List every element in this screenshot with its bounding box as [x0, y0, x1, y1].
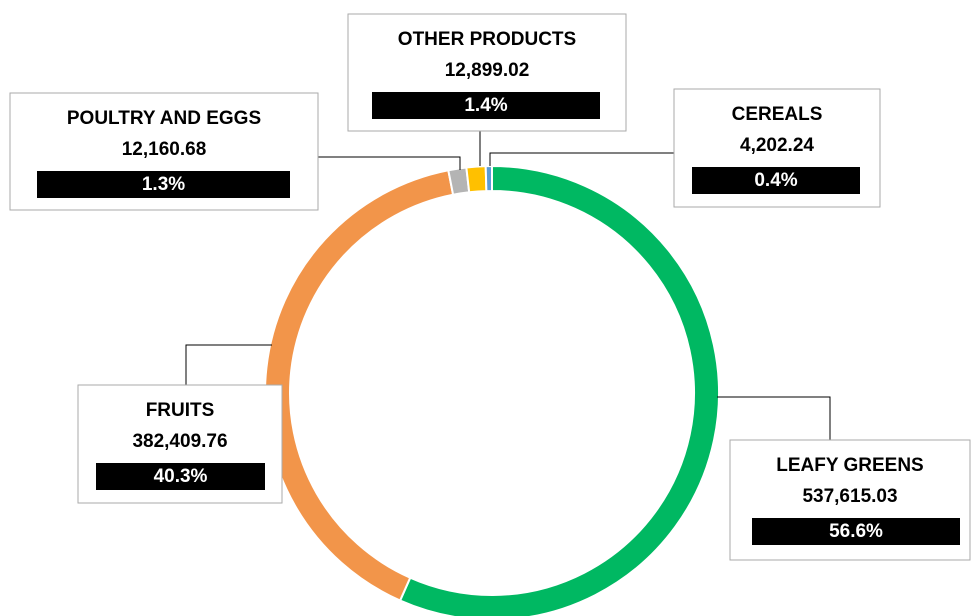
percent-bar: [372, 92, 600, 119]
value-label: 4,202.24: [740, 135, 814, 156]
value-label: 382,409.76: [132, 431, 227, 452]
leader-line: [185, 344, 272, 385]
leader-line: [318, 156, 461, 170]
category-label: LEAFY GREENS: [776, 455, 923, 476]
donut-slice: [398, 164, 720, 616]
percent-label: 1.3%: [142, 174, 185, 195]
value-label: 537,615.03: [802, 486, 897, 507]
percent-label: 56.6%: [829, 521, 883, 542]
value-label: 12,899.02: [445, 60, 530, 81]
category-label: OTHER PRODUCTS: [398, 29, 576, 50]
category-label: CEREALS: [732, 104, 823, 125]
percent-label: 0.4%: [754, 170, 797, 191]
percent-bar: [96, 463, 265, 490]
donut-slice: [465, 165, 488, 194]
leader-line: [717, 396, 831, 440]
percent-label: 1.4%: [464, 95, 507, 116]
leader-line: [489, 152, 674, 166]
percent-label: 40.3%: [154, 466, 208, 487]
category-label: FRUITS: [146, 400, 215, 421]
value-label: 12,160.68: [122, 139, 207, 160]
donut-slice: [264, 169, 455, 602]
category-label: POULTRY AND EGGS: [67, 108, 261, 129]
donut-slice: [484, 164, 493, 193]
percent-bar: [692, 167, 860, 194]
percent-bar: [752, 518, 960, 545]
percent-bar: [37, 171, 290, 198]
